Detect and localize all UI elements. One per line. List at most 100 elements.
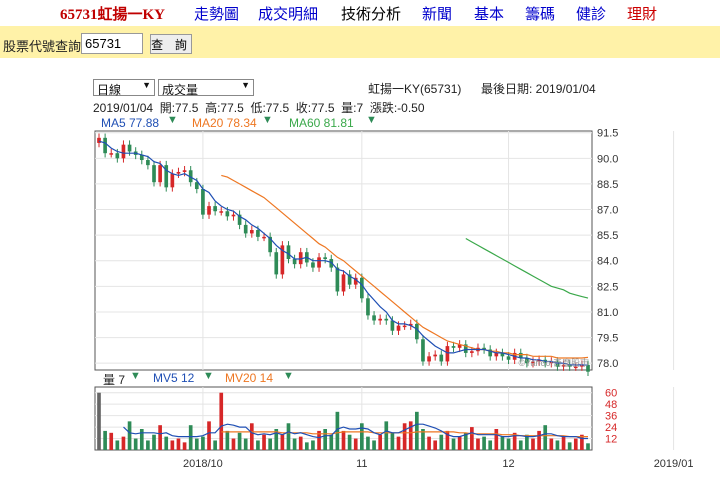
- volume-bar: [549, 438, 554, 450]
- candle-body: [115, 153, 120, 159]
- candle-body: [176, 171, 181, 174]
- candle-body: [323, 257, 327, 260]
- volume-bar: [207, 421, 211, 450]
- volume-bar: [304, 442, 309, 450]
- volume-tick-label: 36: [605, 411, 617, 423]
- volume-bar: [384, 421, 389, 450]
- volume-bar: [512, 432, 517, 450]
- price-tick-label: 81.0: [597, 307, 618, 319]
- price-tick-label: 82.5: [597, 281, 618, 293]
- candle-body: [109, 153, 114, 155]
- candle-body: [298, 252, 303, 265]
- volume-bar: [121, 436, 126, 450]
- candle-body: [262, 236, 266, 239]
- search-input[interactable]: [81, 33, 143, 54]
- candle-body: [121, 144, 126, 159]
- candle-body: [561, 364, 566, 367]
- ma5-legend: MA5 77.88: [101, 116, 160, 130]
- chevron-down-icon: ▼: [142, 80, 151, 90]
- volume-bar: [555, 440, 560, 450]
- candle-body: [586, 364, 590, 372]
- volume-bar: [543, 425, 548, 450]
- candle-body: [451, 346, 456, 348]
- candle-body: [188, 170, 193, 183]
- price-tick-label: 85.5: [597, 230, 618, 242]
- vol-legend: 量 7: [103, 373, 126, 387]
- volume-bar: [97, 392, 101, 450]
- stock-title: 65731虹揚一KY: [60, 7, 166, 23]
- volume-bar: [390, 432, 395, 450]
- candle-body: [158, 165, 162, 183]
- candle-body: [549, 361, 554, 364]
- nav-technical-analysis[interactable]: 技術分析: [341, 6, 402, 23]
- nav-fundamental[interactable]: 基本: [474, 6, 505, 23]
- volume-bar: [518, 440, 523, 450]
- volume-bar: [311, 440, 315, 450]
- volume-bar: [531, 438, 535, 450]
- nav-trade-detail[interactable]: 成交明細: [258, 6, 319, 23]
- volume-bar: [170, 440, 175, 450]
- volume-bar: [396, 436, 401, 450]
- volume-bar: [421, 429, 425, 450]
- volume-bar: [353, 438, 358, 450]
- volume-bar: [274, 429, 279, 450]
- candle-body: [463, 344, 468, 353]
- candle-body: [213, 206, 217, 212]
- volume-bar: [408, 421, 413, 450]
- candle-body: [525, 358, 529, 364]
- candle-body: [366, 298, 370, 316]
- nav-finance[interactable]: 理財: [627, 6, 658, 23]
- candle-body: [231, 214, 236, 217]
- nav-diagnosis[interactable]: 健診: [576, 6, 607, 23]
- search-bar: 股票代號查詢 查 詢: [0, 26, 720, 58]
- volume-bar: [488, 440, 493, 450]
- volume-bar: [347, 434, 352, 450]
- down-triangle-icon: ▼: [283, 370, 294, 382]
- volume-bar: [366, 436, 370, 450]
- x-tick-label: 12: [502, 458, 514, 470]
- candle-body: [286, 245, 291, 260]
- volume-bar: [176, 438, 181, 450]
- volume-bar: [146, 440, 150, 450]
- ma60-line: [465, 237, 589, 299]
- mv20-legend: MV20 14: [225, 371, 274, 385]
- volume-bar: [537, 430, 541, 450]
- candle-body: [274, 252, 279, 275]
- x-tick-label: 2018/10: [183, 458, 223, 470]
- price-tick-label: 88.5: [597, 179, 618, 191]
- ma20-line: [221, 174, 589, 359]
- indicator-select[interactable]: 成交量 ▼: [158, 79, 254, 97]
- candle-body: [390, 320, 395, 331]
- volume-bar: [463, 432, 468, 450]
- candle-body: [531, 361, 535, 364]
- volume-tick-label: 12: [605, 434, 617, 446]
- volume-bar: [372, 440, 376, 450]
- candle-body: [470, 351, 474, 353]
- volume-bar: [439, 434, 444, 450]
- volume-bar: [415, 411, 419, 450]
- candle-body: [170, 173, 175, 188]
- nav-news[interactable]: 新聞: [422, 6, 453, 23]
- candle-body: [194, 182, 199, 190]
- volume-bar: [561, 436, 566, 450]
- candle-body: [384, 318, 389, 321]
- period-select[interactable]: 日線 ▼: [93, 79, 155, 97]
- chart-stock-title: 虹揚一KY(65731): [368, 82, 462, 96]
- search-button[interactable]: 查 詢: [150, 34, 192, 54]
- nav-chips[interactable]: 籌碼: [525, 6, 556, 23]
- candle-body: [573, 366, 578, 369]
- price-tick-label: 78.0: [597, 358, 618, 370]
- nav-trend[interactable]: 走勢圖: [194, 6, 240, 23]
- volume-bar: [164, 436, 169, 450]
- candle-body: [396, 325, 401, 331]
- candle-body: [378, 318, 383, 321]
- volume-bar: [586, 443, 590, 450]
- latest-date: 最後日期: 2019/01/04: [481, 82, 596, 96]
- volume-bar: [249, 423, 254, 450]
- candle-body: [249, 230, 254, 234]
- candle-body: [219, 211, 224, 213]
- candle-body: [207, 206, 211, 215]
- candle-body: [537, 359, 541, 362]
- x-tick-label: 11: [356, 458, 367, 470]
